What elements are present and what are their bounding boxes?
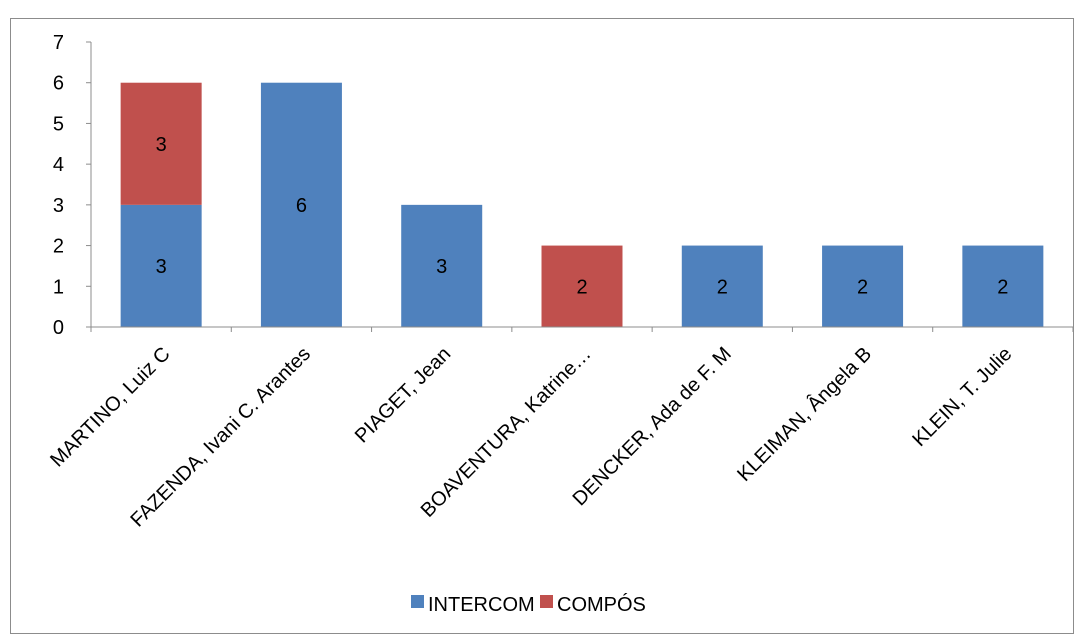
y-tick-label: 0	[53, 317, 64, 339]
legend-swatch-comps	[540, 595, 553, 608]
y-axis: 0 1 2 3 4 5 6 7	[53, 32, 92, 339]
bar-comps	[120, 82, 202, 205]
y-tick-label: 3	[53, 195, 64, 217]
data-label: 3	[156, 256, 167, 278]
y-tick-label: 2	[53, 236, 64, 258]
y-tick-label: 7	[53, 32, 64, 54]
data-label: 2	[857, 276, 868, 298]
bar-intercom	[401, 204, 483, 327]
y-tick-label: 4	[53, 154, 64, 176]
x-category-label: PIAGET, Jean	[351, 343, 455, 447]
y-tick-label: 1	[53, 276, 64, 298]
x-category-label: DENCKER, Ada de F. M	[569, 343, 736, 510]
data-label: 3	[436, 256, 447, 278]
chart-svg: 0 1 2 3 4 5 6 7 3 3 6 3 2 2 2 2 MARTINO, Luiz CFAZENDA…	[46, 32, 1074, 616]
bars: 3 3 6 3 2 2 2 2	[120, 82, 1044, 327]
data-label: 6	[296, 195, 307, 217]
legend-swatch-intercom	[411, 595, 424, 608]
chart-area: 0 1 2 3 4 5 6 7 3 3 6 3 2 2 2 2 MARTINO, Luiz C FAZENDA…	[10, 18, 1074, 634]
bar-intercom	[962, 245, 1044, 327]
y-tick-label: 5	[53, 113, 64, 135]
legend-label: COMPÓS	[557, 593, 646, 616]
data-label: 3	[156, 134, 167, 156]
bar-intercom	[681, 245, 763, 327]
legend-label: INTERCOM	[428, 594, 535, 616]
y-tick-label: 6	[53, 73, 64, 95]
x-category-label: KLEIMAN, Ângela B	[732, 342, 876, 486]
legend: INTERCOM COMPÓS	[411, 593, 646, 616]
data-label: 2	[997, 276, 1008, 298]
bar-intercom	[120, 204, 202, 327]
x-category-label: MARTINO, Luiz C	[46, 343, 174, 471]
bar-intercom	[822, 245, 904, 327]
data-label: 2	[576, 276, 587, 298]
data-label: 2	[717, 276, 728, 298]
bar-comps	[541, 245, 623, 327]
bar-intercom	[260, 82, 342, 327]
x-category-label: KLEIN, T. Julie	[908, 343, 1016, 451]
